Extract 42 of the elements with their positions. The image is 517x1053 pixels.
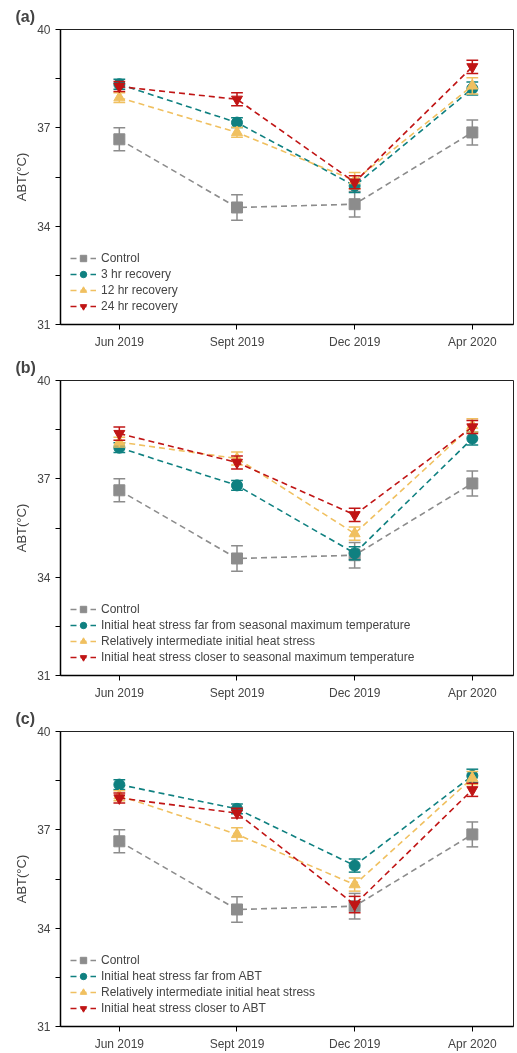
chart-title: (b) [15, 358, 36, 376]
y-tick-label: 40 [37, 725, 51, 739]
legend-label: Control [101, 250, 140, 266]
legend-label: Relatively intermediate initial heat stress [101, 633, 316, 649]
y-tick-label: 31 [37, 318, 51, 332]
legend-label: Initial heat stress far from seasonal maximum temperature [101, 617, 411, 633]
y-axis-title: ABT(°C) [14, 854, 30, 904]
legend-label: Initial heat stress closer to ABT [101, 1000, 266, 1016]
legend-label: Control [101, 601, 140, 617]
chart-title: (c) [15, 709, 36, 727]
y-tick-label: 34 [37, 570, 51, 585]
x-tick-label: Sept 2019 [209, 334, 265, 349]
legend-label: 24 hr recovery [101, 298, 178, 314]
x-tick-label: Sept 2019 [209, 1036, 265, 1051]
y-tick-label: 37 [37, 472, 51, 487]
chart-title: (a) [15, 7, 36, 25]
y-tick-label: 40 [37, 374, 51, 388]
y-tick-label: 31 [37, 669, 51, 683]
y-tick-label: 40 [37, 23, 51, 37]
x-tick-label: Jun 2019 [94, 1036, 145, 1051]
y-tick-label: 34 [37, 921, 51, 936]
x-tick-label: Apr 2020 [447, 1036, 497, 1051]
y-tick-label: 31 [37, 1020, 51, 1034]
legend-label: 12 hr recovery [101, 282, 178, 298]
x-tick-label: Sept 2019 [209, 685, 265, 700]
y-axis-title: ABT(°C) [14, 503, 30, 553]
legend-label: Relatively intermediate initial heat stress [101, 984, 316, 1000]
legend-label: 3 hr recovery [101, 266, 172, 282]
y-tick-label: 34 [37, 219, 51, 234]
x-tick-label: Dec 2019 [328, 334, 381, 349]
x-tick-label: Jun 2019 [94, 685, 145, 700]
x-tick-label: Apr 2020 [447, 685, 497, 700]
legend-label: Control [101, 952, 140, 968]
y-tick-label: 37 [37, 121, 51, 136]
x-tick-label: Apr 2020 [447, 334, 497, 349]
y-axis-title: ABT(°C) [14, 152, 30, 202]
y-tick-label: 37 [37, 823, 51, 838]
x-tick-label: Dec 2019 [328, 685, 381, 700]
x-tick-label: Dec 2019 [328, 1036, 381, 1051]
legend-label: Initial heat stress closer to seasonal maximum temperature [101, 649, 415, 665]
x-tick-label: Jun 2019 [94, 334, 145, 349]
legend-label: Initial heat stress far from ABT [101, 968, 262, 984]
